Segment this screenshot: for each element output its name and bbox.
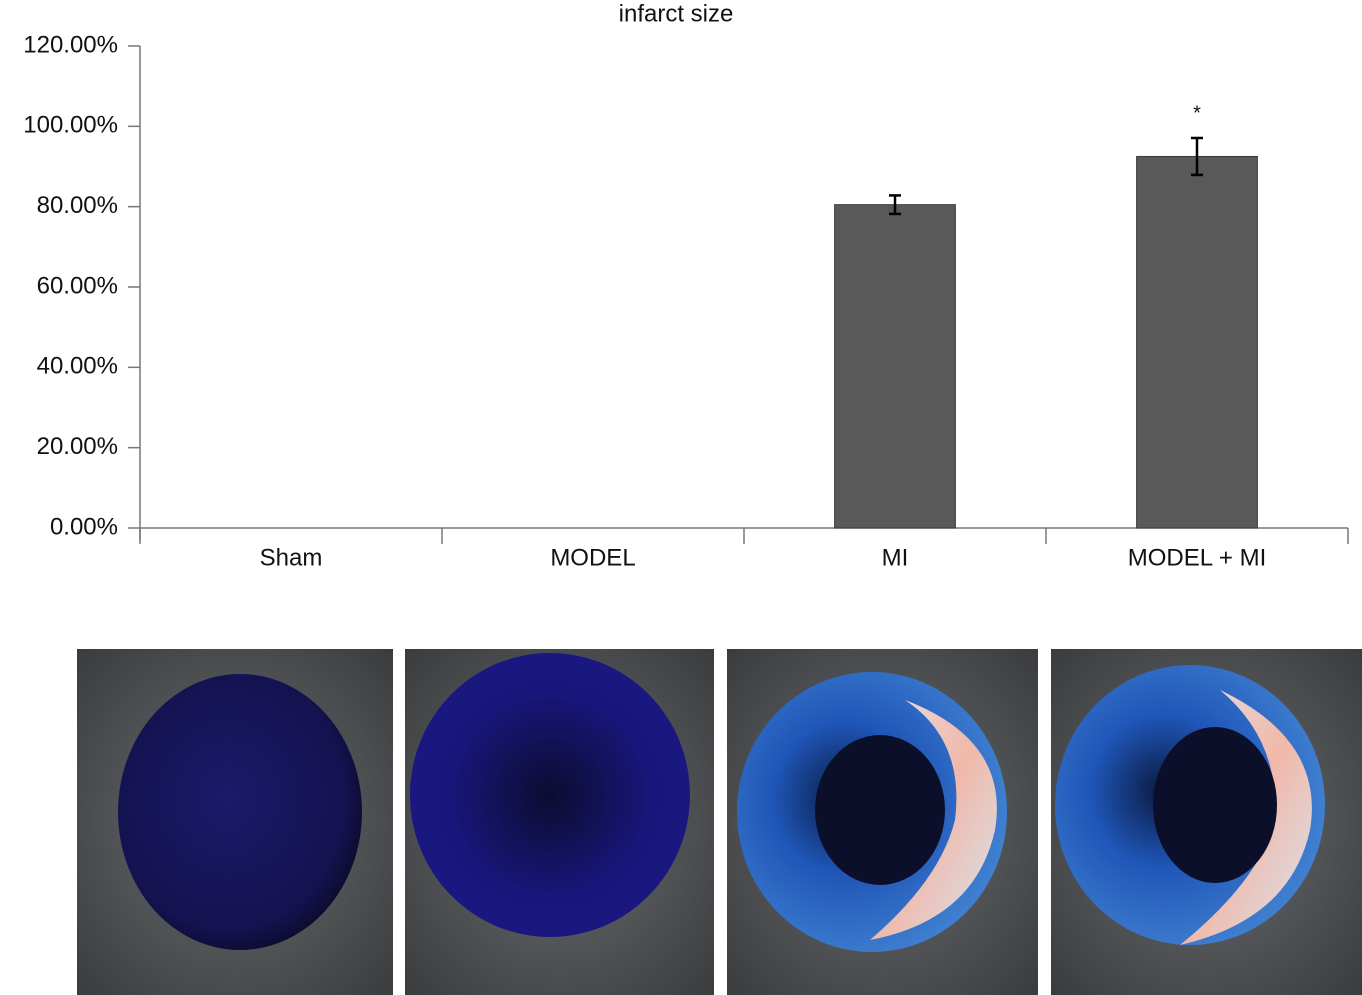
x-tick-label: Sham <box>260 544 323 571</box>
x-tick-label: MODEL + MI <box>1128 544 1266 571</box>
bar <box>1136 155 1258 529</box>
y-tick-label: 0.00% <box>50 513 118 540</box>
x-tick-label: MODEL <box>550 544 635 571</box>
y-tick-label: 60.00% <box>37 272 118 299</box>
significance-mark: * <box>1193 102 1201 124</box>
photos <box>77 649 1362 995</box>
y-tick-label: 80.00% <box>37 192 118 219</box>
y-tick-label: 40.00% <box>37 353 118 380</box>
chart-title: infarct size <box>619 0 734 27</box>
y-tick-label: 20.00% <box>37 433 118 460</box>
x-tick-label: MI <box>882 544 909 571</box>
y-tick-label: 100.00% <box>23 112 118 139</box>
y-tick-label: 120.00% <box>23 31 118 58</box>
bar <box>834 204 956 529</box>
